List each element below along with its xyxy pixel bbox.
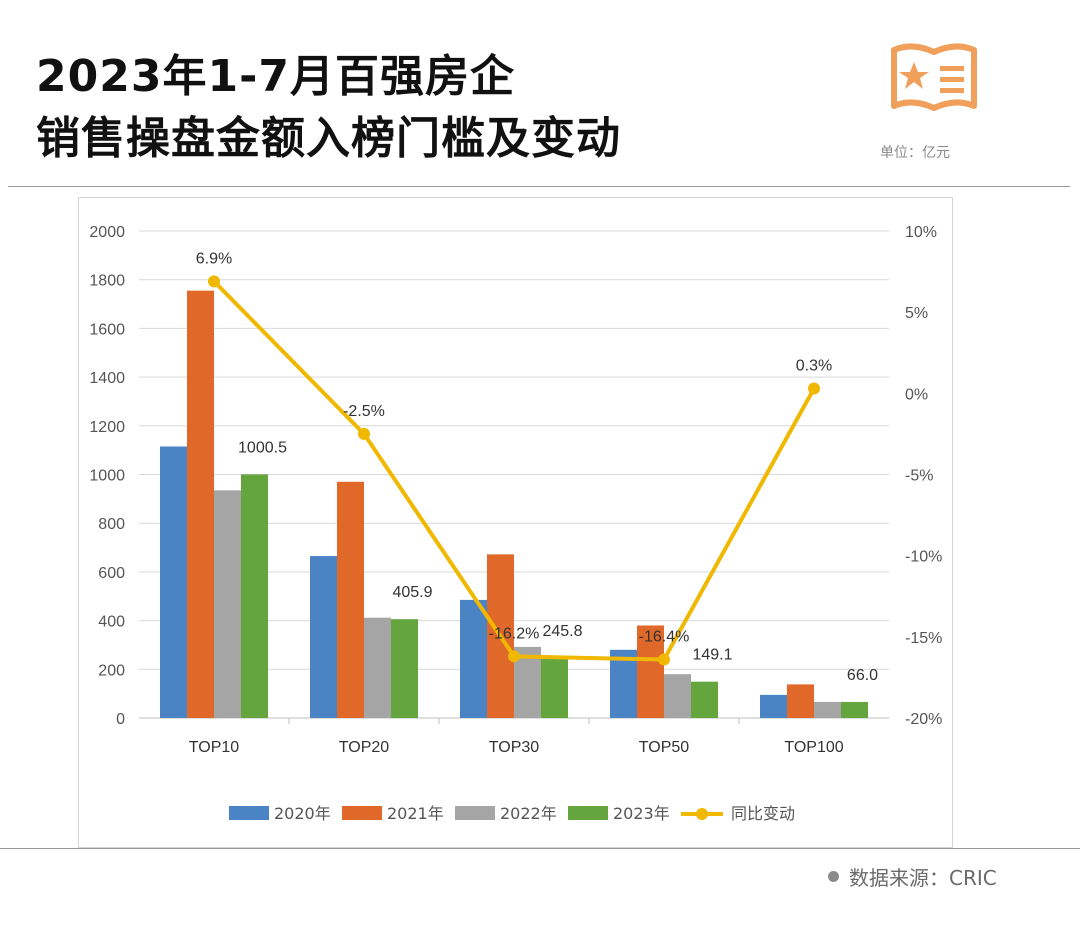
- bar-data-label: 1000.5: [238, 439, 287, 456]
- yoy-point: [208, 275, 220, 288]
- y2-tick-label: -15%: [905, 630, 942, 647]
- y2-tick-label: -5%: [905, 468, 933, 485]
- yoy-data-label: -16.2%: [489, 625, 540, 642]
- yoy-point: [808, 382, 820, 395]
- bar-2022年-TOP10: [214, 490, 241, 718]
- y-tick-label: 200: [98, 662, 125, 679]
- y-tick-label: 600: [98, 565, 125, 582]
- source-note: 数据来源：CRIC: [828, 862, 997, 891]
- bottom-divider: [0, 848, 1080, 849]
- bar-2020年-TOP50: [610, 649, 637, 718]
- y-tick-label: 1800: [89, 273, 125, 290]
- bar-2023年-TOP10: [241, 474, 268, 718]
- bar-2020年-TOP100: [760, 694, 787, 718]
- bar-2022年-TOP100: [814, 701, 841, 718]
- bar-2021年-TOP10: [187, 290, 214, 718]
- y2-tick-label: 10%: [905, 224, 937, 241]
- legend-label: 同比变动: [731, 804, 795, 823]
- legend-swatch-2023年: [568, 806, 608, 820]
- bar-2023年-TOP100: [841, 701, 868, 718]
- bar-2023年-TOP30: [541, 658, 568, 718]
- bar-2020年-TOP10: [160, 446, 187, 718]
- y-tick-label: 800: [98, 516, 125, 533]
- chart-title-line-2: 销售操盘金额入榜门槛及变动: [36, 113, 621, 164]
- source-text: 数据来源：CRIC: [849, 866, 997, 890]
- bar-2023年-TOP20: [391, 619, 418, 718]
- yoy-point: [508, 650, 520, 663]
- legend-label: 2023年: [613, 804, 670, 823]
- bar-data-label: 149.1: [692, 647, 732, 664]
- bar-data-label: 405.9: [392, 584, 432, 601]
- legend-line-marker: [696, 808, 708, 820]
- y2-tick-label: -20%: [905, 711, 942, 728]
- bar-2021年-TOP50: [637, 625, 664, 718]
- bar-2022年-TOP50: [664, 674, 691, 718]
- bar-data-label: 66.0: [847, 667, 878, 684]
- legend-swatch-2021年: [342, 806, 382, 820]
- legend-swatch-2020年: [229, 806, 269, 820]
- yoy-data-label: 6.9%: [196, 250, 232, 267]
- x-tick-label: TOP50: [639, 739, 690, 756]
- combo-chart: 0 200 400 600 800 1000 1200 1400 1600 1800 2000 -20…: [89, 224, 942, 823]
- top-divider: [8, 186, 1070, 187]
- y-tick-label: 2000: [89, 224, 125, 241]
- star-list-icon: [891, 43, 977, 111]
- x-tick-label: TOP20: [339, 739, 390, 756]
- y-tick-label: 1000: [89, 468, 125, 485]
- y-tick-label: 400: [98, 614, 125, 631]
- chart-title-line-1: 2023年1-7月百强房企: [36, 51, 515, 102]
- bar-2021年-TOP100: [787, 684, 814, 718]
- yoy-point: [658, 653, 670, 666]
- bar-data-label: 245.8: [542, 623, 582, 640]
- legend-label: 2021年: [387, 804, 444, 823]
- unit-label: 单位：亿元: [880, 145, 950, 161]
- legend-label: 2022年: [500, 804, 557, 823]
- y-tick-label: 1400: [89, 370, 125, 387]
- bar-2021年-TOP20: [337, 481, 364, 718]
- y-tick-label: 1200: [89, 419, 125, 436]
- bar-2020年-TOP20: [310, 556, 337, 718]
- legend-swatch-2022年: [455, 806, 495, 820]
- legend-label: 2020年: [274, 804, 331, 823]
- chart-frame: 0 200 400 600 800 1000 1200 1400 1600 1800 2000 -20…: [78, 197, 953, 848]
- x-tick-label: TOP10: [189, 739, 240, 756]
- y2-tick-label: -10%: [905, 549, 942, 566]
- yoy-point: [358, 427, 370, 440]
- bar-2020年-TOP30: [460, 599, 487, 718]
- bar-2022年-TOP20: [364, 617, 391, 718]
- yoy-data-label: -2.5%: [343, 403, 385, 420]
- y2-tick-label: 5%: [905, 305, 928, 322]
- y-tick-label: 1600: [89, 321, 125, 338]
- bar-2023年-TOP50: [691, 681, 718, 718]
- y2-tick-label: 0%: [905, 386, 928, 403]
- yoy-data-label: -16.4%: [639, 629, 690, 646]
- yoy-data-label: 0.3%: [796, 357, 832, 374]
- y-tick-label: 0: [116, 711, 125, 728]
- x-tick-label: TOP30: [489, 739, 540, 756]
- bullet-dot-icon: [828, 871, 839, 882]
- x-tick-label: TOP100: [784, 739, 843, 756]
